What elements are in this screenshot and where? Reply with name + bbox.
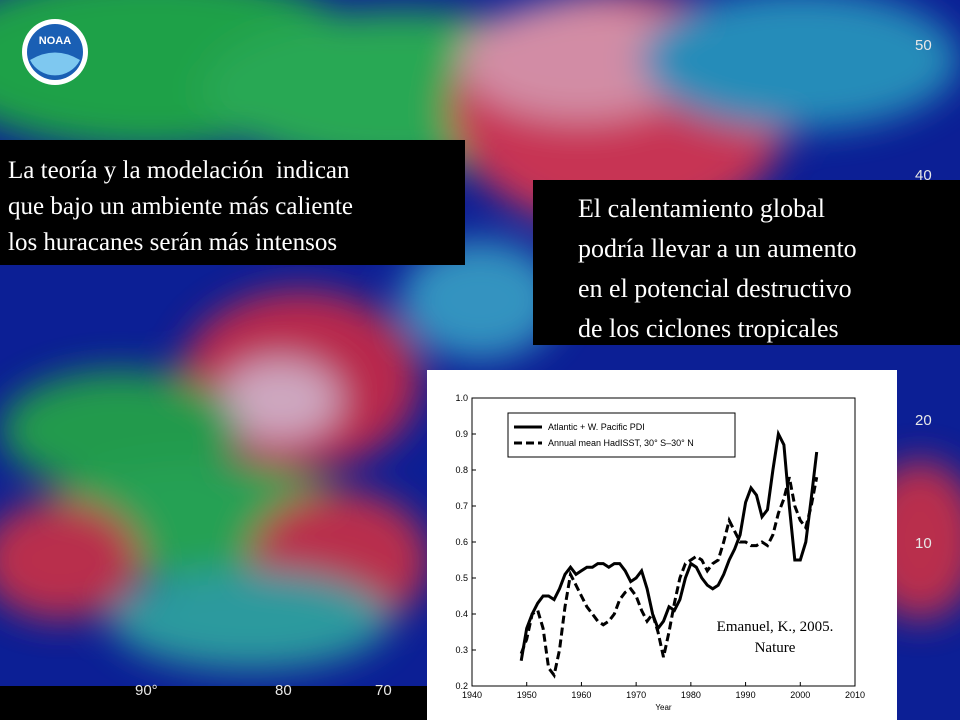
x-tick-label: 1950: [517, 690, 537, 700]
y-tick-label: 0.9: [455, 429, 468, 439]
series-line: [519, 429, 819, 662]
x-tick-label: 2010: [845, 690, 865, 700]
x-tick-label: 1980: [681, 690, 701, 700]
map-label: 80: [275, 682, 292, 699]
slide-text: que bajo un ambiente más caliente: [8, 193, 353, 220]
map-label: 10: [915, 535, 932, 552]
legend-label: Annual mean HadISST, 30° S–30° N: [548, 438, 694, 448]
slide-text: en el potencial destructivo: [578, 274, 852, 303]
x-tick-label: 1940: [462, 690, 482, 700]
slide-text: los huracanes serán más intensos: [8, 229, 337, 256]
map-label: 40: [915, 167, 932, 184]
y-tick-label: 1.0: [455, 393, 468, 403]
y-tick-label: 0.7: [455, 501, 468, 511]
annotation: Emanuel, K., 2005.: [717, 619, 834, 635]
legend-box: [507, 412, 736, 458]
slide-text: podría llevar a un aumento: [578, 234, 857, 263]
text-box: [533, 180, 960, 345]
x-tick-label: 1990: [736, 690, 756, 700]
series-line: [519, 476, 819, 679]
x-tick-label: 1970: [626, 690, 646, 700]
y-tick-label: 0.4: [455, 609, 468, 619]
x-tick-label: 1960: [571, 690, 591, 700]
map-label: 70: [375, 682, 392, 699]
slide-text: La teoría y la modelación indican: [8, 157, 350, 184]
annotation: Nature: [755, 640, 796, 656]
y-tick-label: 0.5: [455, 573, 468, 583]
text-box: [0, 140, 465, 265]
x-tick-label: 2000: [790, 690, 810, 700]
slide-text: El calentamiento global: [578, 194, 825, 223]
y-tick-label: 0.2: [455, 681, 468, 691]
y-tick-label: 0.8: [455, 465, 468, 475]
y-tick-label: 0.6: [455, 537, 468, 547]
map-label: 90°: [135, 682, 158, 699]
y-tick-label: 0.3: [455, 645, 468, 655]
legend-label: Atlantic + W. Pacific PDI: [548, 422, 645, 432]
map-label: 50: [915, 37, 932, 54]
map-label: 20: [915, 412, 932, 429]
x-axis-label: Year: [655, 703, 672, 712]
slide-text: de los ciclones tropicales: [578, 314, 839, 343]
logo-text: NOAA: [39, 35, 71, 47]
